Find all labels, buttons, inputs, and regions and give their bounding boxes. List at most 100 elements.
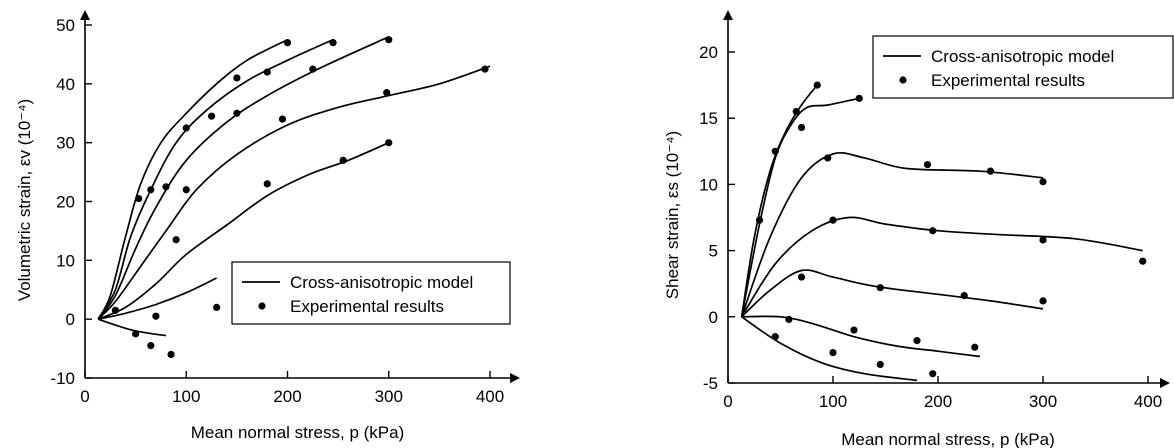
model-curve-2 [740, 97, 860, 317]
chart-1: 0 100 200 300 400 -10 0 10 20 30 40 50 Mean normal s… [15, 10, 520, 442]
x-axis-arrow-icon [1160, 378, 1170, 388]
experimental-point [385, 139, 393, 147]
y-tick-label: 10 [56, 251, 75, 270]
experimental-point [213, 303, 221, 311]
experimental-point [792, 107, 800, 116]
y-tick-label: 15 [699, 109, 718, 128]
x-tick-label: 300 [1029, 392, 1057, 411]
model-curve-6 [741, 315, 981, 358]
experimental-point [207, 112, 216, 120]
experimental-point [481, 65, 489, 73]
x-tick-label: 100 [172, 387, 200, 406]
chart-2: 0 100 200 300 400 -5 0 5 10 15 20 Mean normal stres… [663, 10, 1174, 448]
y-tick-label: 50 [56, 16, 75, 35]
experimental-point [167, 350, 175, 359]
x-tick-label: 0 [723, 392, 732, 411]
x-tick-label: 400 [476, 387, 504, 406]
experimental-point [876, 360, 884, 369]
model-curve-1 [97, 38, 288, 320]
y-axis-arrow-icon [80, 10, 90, 20]
legend-experiment-label: Experimental results [290, 297, 444, 316]
experimental-point [182, 124, 190, 132]
experimental-point [986, 167, 995, 175]
experimental-point [929, 227, 937, 235]
y-tick-label: 10 [699, 175, 718, 194]
experimental-point [797, 123, 806, 132]
model-curve-7 [741, 316, 918, 382]
experimental-point [182, 186, 190, 194]
x-tick-label: 200 [924, 392, 952, 411]
x-tick-label: 100 [819, 392, 847, 411]
experimental-point [824, 154, 832, 162]
x-axis-label: Mean normal stress, p (kPa) [191, 423, 405, 442]
experimental-point [855, 94, 863, 102]
experimental-point [147, 186, 155, 194]
experimental-point [172, 236, 180, 244]
experimental-point [971, 343, 979, 351]
y-tick-label: 0 [66, 310, 75, 329]
experimental-point [263, 68, 271, 76]
experimental-point [1039, 297, 1047, 305]
experimental-point [829, 348, 837, 357]
experimental-point [339, 156, 347, 164]
experimental-point [233, 109, 241, 117]
experimental-point [771, 147, 779, 155]
model-curve-2 [97, 38, 334, 320]
y-tick-label: 0 [709, 308, 718, 327]
experimental-point [135, 194, 143, 203]
y-tick-label: 20 [699, 43, 718, 62]
x-tick-label: 200 [273, 387, 301, 406]
experimental-point [797, 273, 806, 281]
legend-experiment-marker [258, 302, 266, 310]
model-curve-5 [97, 141, 390, 320]
y-tick-label: 5 [709, 242, 718, 261]
y-tick-label: 20 [56, 193, 75, 212]
y-tick-label: 30 [56, 134, 75, 153]
experimental-point [147, 342, 155, 350]
legend-experiment-label: Experimental results [931, 71, 1085, 90]
x-tick-label: 400 [1134, 392, 1162, 411]
experimental-point [132, 330, 140, 338]
experimental-point [813, 81, 821, 89]
experimental-point [785, 315, 793, 324]
x-tick-label: 300 [375, 387, 403, 406]
legend-model-label: Cross-anisotropic model [290, 273, 473, 292]
experimental-point [1039, 178, 1047, 186]
model-curve-5 [741, 269, 1044, 318]
legend: Cross-anisotropic model Experimental resu… [231, 261, 511, 325]
experimental-point [771, 333, 779, 341]
experimental-point [278, 115, 287, 123]
experimental-point [263, 180, 271, 188]
x-axis-arrow-icon [510, 373, 520, 383]
y-tick-label: 40 [56, 75, 75, 94]
legend-model-label: Cross-anisotropic model [931, 47, 1114, 66]
experimental-point [913, 337, 921, 345]
model-curve-3 [740, 151, 1044, 318]
model-curve-6 [97, 277, 217, 320]
legend-experiment-marker [899, 76, 907, 84]
model-curve-4 [740, 216, 1143, 318]
x-tick-label: 0 [80, 387, 89, 406]
y-tick-label: -5 [703, 374, 718, 393]
legend-box [872, 35, 1174, 99]
experimental-point [755, 216, 764, 224]
experimental-point [283, 39, 292, 47]
experimental-point [960, 292, 968, 300]
x-axis-label: Mean normal stress, p (kPa) [841, 430, 1055, 448]
experimental-point [876, 284, 884, 292]
experimental-point [309, 65, 317, 73]
experimental-point [1139, 257, 1147, 265]
y-axis-label: Shear strain, εs (10⁻⁴) [663, 131, 682, 299]
experimental-point [929, 370, 937, 378]
model-curve-7 [97, 318, 167, 337]
legend-box [231, 261, 511, 325]
model-curve-4 [97, 65, 491, 320]
model-curve-3 [97, 36, 390, 320]
experimental-point [829, 216, 837, 224]
experimental-point [1039, 236, 1047, 244]
y-tick-label: -10 [50, 369, 75, 388]
experimental-point [233, 74, 241, 82]
y-axis-arrow-icon [723, 10, 733, 20]
experimental-point [383, 89, 391, 97]
